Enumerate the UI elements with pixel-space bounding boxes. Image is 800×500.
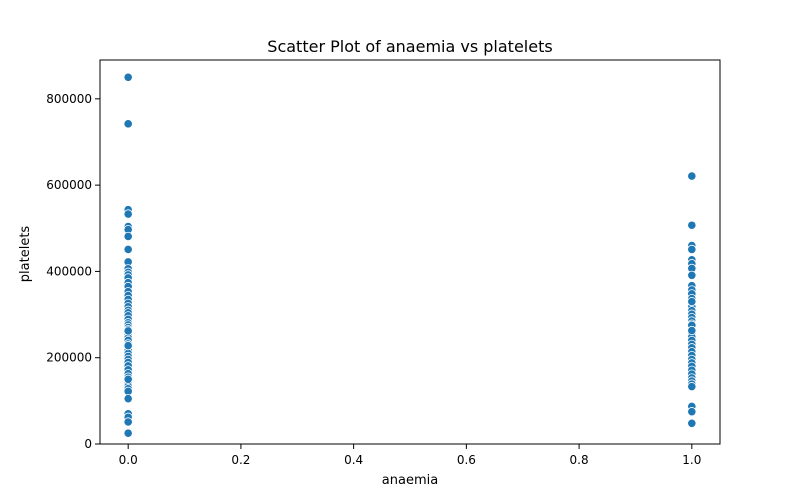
data-points bbox=[123, 72, 697, 438]
scatter-point bbox=[123, 394, 133, 404]
scatter-point bbox=[687, 270, 697, 280]
x-axis-ticks: 0.0 0.2 0.4 0.6 0.8 1.0 bbox=[119, 444, 701, 467]
y-axis-ticks: 0 200000 400000 600000 800000 bbox=[46, 92, 100, 451]
x-tick-label: 0.4 bbox=[344, 453, 363, 467]
scatter-point bbox=[123, 326, 133, 336]
scatter-point bbox=[123, 428, 133, 438]
scatter-point bbox=[687, 171, 697, 181]
scatter-point bbox=[123, 119, 133, 129]
chart-title: Scatter Plot of anaemia vs platelets bbox=[267, 37, 552, 56]
scatter-point bbox=[123, 72, 133, 82]
scatter-point bbox=[687, 418, 697, 428]
y-axis-label: platelets bbox=[18, 226, 33, 283]
x-tick-label: 0.8 bbox=[570, 453, 589, 467]
y-tick-label: 0 bbox=[84, 437, 92, 451]
scatter-point bbox=[123, 417, 133, 427]
y-tick-label: 600000 bbox=[46, 178, 92, 192]
scatter-point bbox=[687, 382, 697, 392]
x-tick-label: 0.0 bbox=[119, 453, 138, 467]
x-axis-label: anaemia bbox=[382, 473, 438, 488]
x-tick-label: 1.0 bbox=[682, 453, 701, 467]
scatter-point bbox=[687, 325, 697, 336]
x-tick-label: 0.2 bbox=[231, 453, 250, 467]
scatter-point bbox=[123, 374, 133, 384]
y-tick-label: 800000 bbox=[46, 92, 92, 106]
y-tick-label: 400000 bbox=[46, 264, 92, 278]
scatter-point bbox=[687, 407, 697, 417]
scatter-point bbox=[123, 231, 133, 242]
x-tick-label: 0.6 bbox=[457, 453, 476, 467]
scatter-point bbox=[687, 220, 697, 230]
scatter-point bbox=[687, 297, 697, 307]
y-tick-label: 200000 bbox=[46, 351, 92, 365]
scatter-point bbox=[123, 209, 133, 219]
scatter-point bbox=[687, 244, 697, 255]
plot-area-frame bbox=[99, 59, 721, 445]
scatter-point bbox=[123, 341, 133, 351]
scatter-point bbox=[123, 244, 133, 255]
